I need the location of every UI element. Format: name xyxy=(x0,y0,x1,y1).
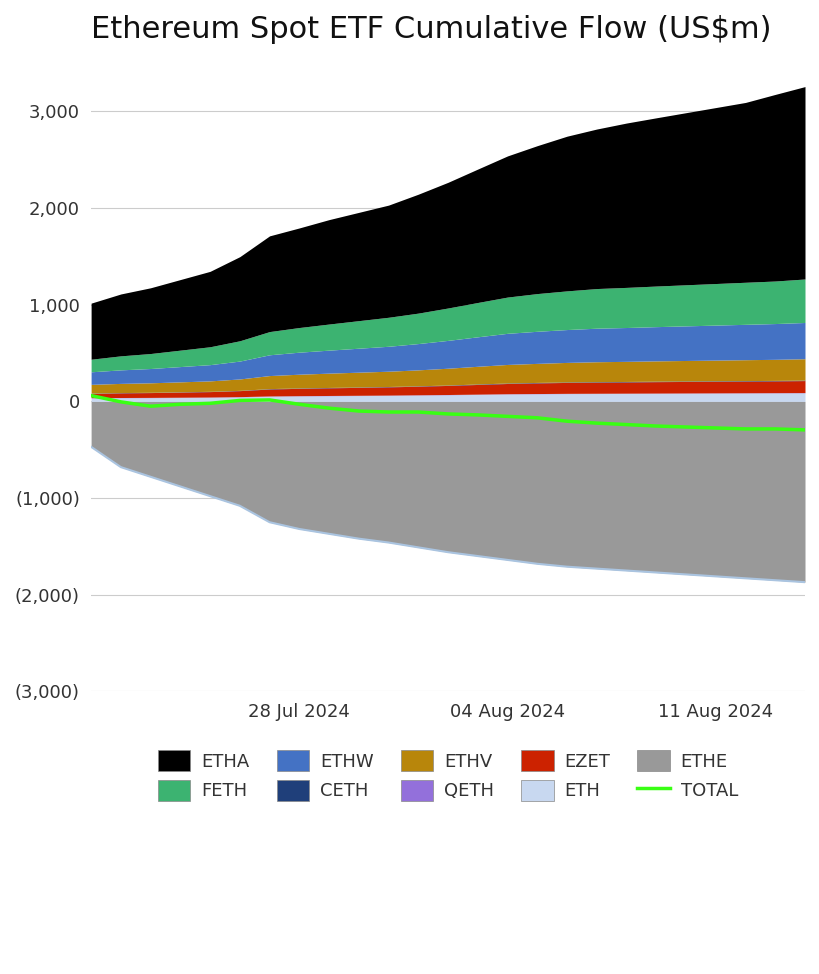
Text: Ethereum Spot ETF Cumulative Flow (US$m): Ethereum Spot ETF Cumulative Flow (US$m) xyxy=(91,15,771,44)
Legend: ETHA, FETH, ETHW, CETH, ETHV, QETH, EZET, ETH, ETHE, TOTAL: ETHA, FETH, ETHW, CETH, ETHV, QETH, EZET… xyxy=(151,743,744,808)
